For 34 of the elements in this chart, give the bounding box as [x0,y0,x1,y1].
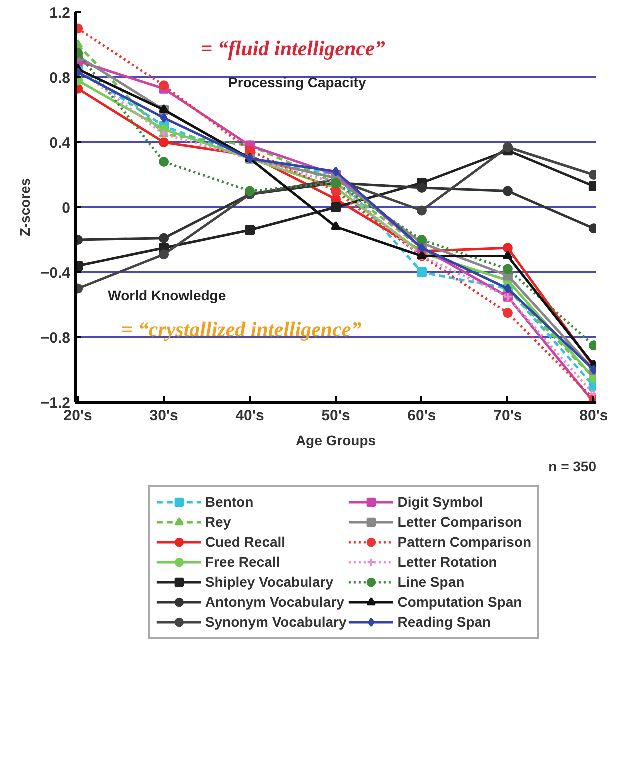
legend-label: Letter Rotation [398,554,498,570]
y-tick-label: 0.4 [50,135,72,152]
legend-label: Synonym Vocabulary [205,614,347,630]
legend-label: Shipley Vocabulary [205,574,334,590]
x-tick-label: 20's [64,408,92,424]
legend-label: Benton [205,494,254,510]
x-tick-label: 60's [408,408,436,424]
legend-label: Rey [205,514,232,530]
annotation: World Knowledge [108,287,226,304]
y-tick-label: −0.4 [40,265,72,282]
legend-label: Cued Recall [205,534,286,550]
x-tick-label: 50's [322,408,350,424]
legend-label: Letter Comparison [398,514,522,530]
legend-label: Digit Symbol [398,494,484,510]
y-tick-label: 0 [62,200,70,217]
annotation: = “crystallized intelligence” [121,317,362,342]
x-tick-label: 30's [150,408,178,424]
legend-label: Pattern Comparison [398,534,532,550]
y-axis-title: Z-scores [16,178,33,237]
x-axis-title: Age Groups [296,432,376,448]
legend-label: Antonym Vocabulary [205,594,344,610]
x-tick-label: 40's [236,408,264,424]
x-tick-label: 70's [494,408,522,424]
legend-label: Line Span [398,574,465,590]
text: n = 350 [548,458,597,474]
y-tick-label: 0.8 [50,70,71,87]
x-tick-label: 80's [580,408,608,424]
legend-label: Computation Span [398,594,522,610]
annotation: Processing Capacity [228,74,366,90]
legend-label: Reading Span [398,614,492,630]
y-tick-label: −0.8 [40,330,71,347]
y-tick-label: 1.2 [50,5,71,22]
annotation: = “fluid intelligence” [200,36,386,60]
legend-label: Free Recall [205,554,280,570]
